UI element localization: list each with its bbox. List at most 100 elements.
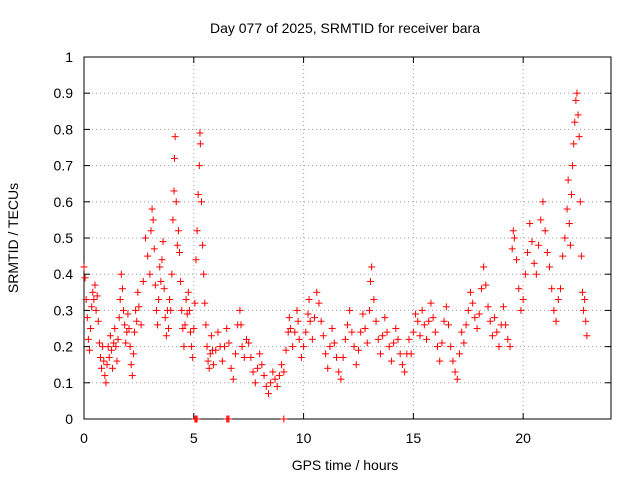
data-point [537,216,545,224]
data-point [420,321,428,329]
data-point [96,353,104,361]
data-point [381,314,389,322]
data-point [556,285,564,293]
data-point [201,299,209,307]
y-tick-label: 0.1 [54,375,74,391]
data-point [150,245,158,253]
data-point [513,256,521,264]
data-point [87,325,95,332]
data-point [129,350,137,358]
data-point [528,238,536,246]
data-point [519,296,527,304]
data-point [546,263,554,271]
data-point [407,350,415,358]
data-point [354,346,362,354]
data-point [348,328,356,336]
data-point [128,372,136,380]
data-point [225,339,233,347]
data-point [374,335,382,343]
data-point [302,328,310,336]
data-point [242,335,250,343]
data-point [412,310,420,318]
chart-title: Day 077 of 2025, SRMTID for receiver bar… [210,20,480,36]
data-point [341,335,349,343]
data-point [155,296,163,304]
data-point [269,368,277,376]
data-point [177,277,185,285]
data-point [169,216,177,224]
data-point [258,361,266,369]
data-point [447,343,455,351]
data-point [466,288,474,296]
y-tick-label: 0.4 [54,266,74,282]
data-point [179,325,187,332]
data-point [319,332,327,340]
data-point [221,343,229,351]
data-point [186,328,194,336]
y-tick-label: 0.2 [54,339,74,355]
data-point [125,325,133,332]
data-point [171,133,179,141]
data-point [460,339,468,347]
y-tick-label: 0.8 [54,121,74,137]
data-point [451,368,459,376]
data-point [344,321,351,329]
data-point [502,321,510,329]
data-point [118,285,126,293]
data-point [398,361,406,369]
data-point [245,339,253,347]
data-point [159,238,167,246]
data-point [214,328,222,336]
data-point [367,277,375,285]
data-point [83,314,91,322]
data-point [308,335,316,343]
data-point [133,317,141,325]
data-point [425,317,433,325]
data-point [205,364,213,372]
data-point [442,303,450,311]
data-point [134,288,142,296]
x-tick-labels: 0 5 10 15 20 [80,430,531,446]
data-point [229,375,237,383]
data-point [539,198,547,206]
data-point [552,317,560,325]
data-point [376,350,384,358]
data-point [196,140,204,148]
data-point [526,220,534,228]
data-point [247,353,255,361]
data-point [581,296,589,304]
x-axis-label: GPS time / hours [292,457,399,473]
data-point [582,317,590,325]
data-point [390,339,398,347]
y-tick-label: 0.3 [54,302,74,318]
data-point [365,306,373,314]
data-point [223,325,231,332]
data-point [100,357,108,365]
data-point [262,382,270,390]
data-point [423,335,431,343]
y-tick-label: 0.7 [54,158,74,174]
data-point [197,198,205,206]
data-point [313,288,321,296]
data-point [482,281,490,289]
data-point [392,325,400,332]
data-point [95,339,103,347]
data-point [449,357,457,365]
data-point [575,133,583,141]
data-point [82,296,90,304]
data-point [135,303,143,311]
y-axis-label: SRMTID / TECUs [5,183,21,293]
data-point [184,288,192,296]
data-point [81,274,89,282]
data-point [361,325,369,332]
data-point [104,343,112,351]
data-point [116,296,124,304]
data-point [491,314,499,322]
data-point [567,191,575,199]
data-point [178,306,186,314]
data-point [232,350,240,358]
data-point [106,332,114,340]
data-point [193,415,201,423]
data-point [573,89,581,97]
